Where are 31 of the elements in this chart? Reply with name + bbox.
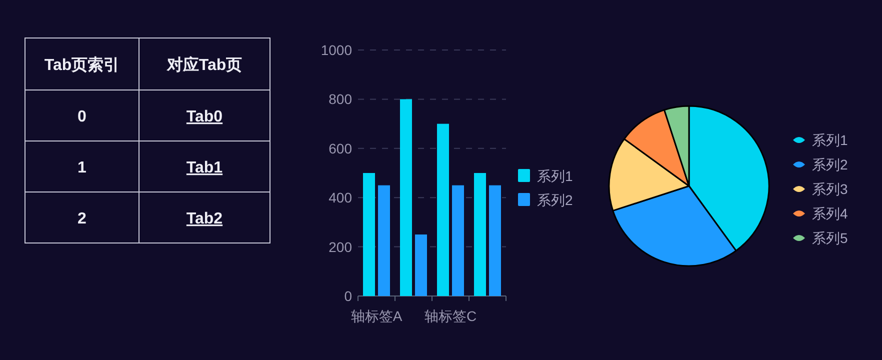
legend-label: 系列1 bbox=[812, 132, 848, 148]
legend-label: 系列2 bbox=[537, 192, 573, 208]
legend-label: 系列1 bbox=[537, 168, 573, 184]
y-tick-label: 400 bbox=[328, 190, 352, 206]
category-label: Tab页索引 bbox=[44, 56, 120, 74]
bar bbox=[489, 185, 501, 296]
text: 1 bbox=[78, 160, 87, 176]
y-tick-label: 200 bbox=[328, 238, 352, 255]
bar bbox=[452, 185, 464, 296]
legend-label: 系列5 bbox=[812, 230, 848, 246]
bar bbox=[437, 124, 449, 296]
bar bbox=[363, 173, 375, 296]
y-tick-label: 1000 bbox=[320, 42, 352, 58]
bar bbox=[474, 173, 486, 296]
x-tick-label: 轴标签A bbox=[350, 308, 403, 324]
bar bbox=[378, 185, 390, 296]
y-tick-label: 800 bbox=[328, 91, 352, 108]
bar bbox=[415, 234, 427, 296]
text: 2 bbox=[78, 210, 87, 228]
y-tick-label: 0 bbox=[344, 288, 352, 304]
text: Tab1 bbox=[186, 160, 223, 176]
legend-label: 系列3 bbox=[812, 181, 848, 197]
text: Tab0 bbox=[186, 108, 223, 126]
x-tick-label: 轴标签C bbox=[424, 308, 477, 324]
category-label: 对应Tab页 bbox=[166, 55, 242, 74]
text: 0 bbox=[78, 108, 87, 126]
legend-label: 系列4 bbox=[812, 206, 848, 222]
bar bbox=[400, 99, 412, 296]
legend-label: 系列2 bbox=[812, 156, 848, 172]
text: Tab2 bbox=[186, 210, 223, 228]
y-tick-label: 600 bbox=[328, 140, 352, 156]
